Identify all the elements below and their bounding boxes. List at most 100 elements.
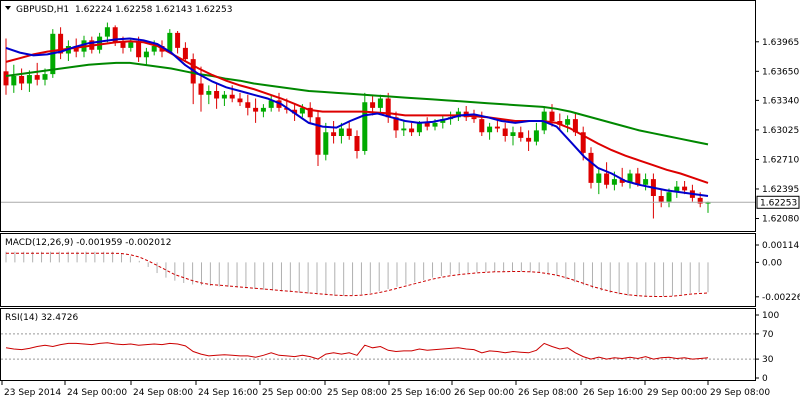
candle-body	[619, 179, 625, 183]
candle-body	[229, 94, 235, 99]
time-tick-label: 26 Sep 00:00	[454, 388, 514, 398]
rsi-tick-label: 30	[762, 355, 774, 365]
candle-body	[354, 136, 360, 151]
candle-body	[611, 179, 617, 185]
candle-body	[206, 91, 212, 95]
candle-body	[73, 46, 79, 52]
price-tick-label: 1.62080	[762, 215, 799, 225]
candle-body	[260, 107, 266, 112]
macd-label: MACD(12,26,9) -0.001959 -0.002012	[5, 238, 171, 248]
time-tick-label: 24 Sep 00:00	[67, 388, 127, 398]
rsi-panel	[1, 333, 755, 360]
time-tick-label: 29 Sep 00:00	[647, 388, 707, 398]
candle-body	[253, 107, 259, 112]
candle-body	[167, 32, 173, 52]
ohlc-label: 1.62224 1.62258 1.62143 1.62253	[75, 5, 232, 15]
time-tick-label: 26 Sep 16:00	[583, 388, 643, 398]
candle-body	[214, 91, 220, 99]
candle-body	[346, 128, 352, 136]
macd-tick-label: -0.00226	[762, 293, 800, 303]
candle-body	[604, 173, 610, 185]
candle-body	[19, 76, 25, 84]
rsi-panel-frame	[0, 308, 756, 381]
price-tick-label: 1.62395	[762, 185, 799, 195]
candle-body	[674, 186, 680, 193]
axes: 1.63965 1.63650 1.63340 1.63025 1.62710 1.623…	[1, 38, 800, 398]
ema-slow-line	[5, 61, 709, 146]
candle-body	[182, 47, 188, 60]
price-tick-label: 1.63965	[762, 38, 799, 48]
candle-body	[494, 126, 500, 129]
candle-body	[596, 173, 602, 183]
candle-body	[34, 75, 40, 80]
candle-body	[377, 98, 383, 108]
candle-body	[151, 46, 157, 52]
candle-body	[42, 74, 48, 80]
candle-body	[370, 102, 376, 108]
candle-body	[627, 173, 633, 183]
candle-body	[697, 197, 703, 204]
candle-body	[565, 119, 571, 125]
candle-body	[393, 117, 399, 131]
ema-mid-line	[5, 40, 709, 184]
candle-body	[268, 100, 274, 108]
candle-body	[11, 76, 17, 86]
rsi-tick-label: 100	[762, 311, 779, 321]
time-tick-label: 25 Sep 16:00	[391, 388, 451, 398]
collapse-arrow-icon[interactable]	[5, 6, 11, 10]
candle-body	[3, 71, 9, 86]
candle-body	[97, 36, 103, 50]
candle-body	[682, 186, 688, 191]
candle-body	[401, 128, 407, 131]
price-tick-label: 1.63025	[762, 126, 799, 136]
candle-body	[510, 132, 516, 136]
candle-body	[315, 117, 321, 155]
current-price-badge	[756, 195, 800, 209]
candle-body	[307, 107, 313, 118]
candle-body	[557, 121, 563, 125]
price-tick-label: 1.62710	[762, 155, 799, 165]
candle-body	[362, 102, 368, 151]
candle-body	[245, 102, 251, 108]
candle-body	[440, 119, 446, 123]
rsi-label: RSI(14) 32.4726	[5, 313, 78, 323]
candle-body	[104, 27, 110, 37]
candle-body	[471, 117, 477, 120]
macd-tick-label: 0.00	[762, 258, 782, 268]
candle-body	[136, 42, 142, 58]
candle-body	[479, 119, 485, 133]
candle-body	[338, 128, 344, 136]
rsi-tick-label: 0	[762, 374, 768, 384]
candle-body	[198, 83, 204, 95]
candle-body	[331, 132, 337, 136]
candle-body	[635, 173, 641, 185]
time-tick-label: 25 Sep 00:00	[262, 388, 322, 398]
candle-body	[26, 75, 32, 84]
candle-body	[128, 42, 134, 48]
candle-body	[299, 107, 305, 114]
candle-body	[143, 51, 149, 58]
rsi-tick-label: 70	[762, 330, 774, 340]
candle-body	[487, 126, 493, 133]
time-tick-label: 23 Sep 2014	[4, 388, 61, 398]
price-tick-label: 1.63650	[762, 67, 799, 77]
candle-body	[58, 33, 64, 54]
time-tick-label: 26 Sep 08:00	[518, 388, 578, 398]
candle-body	[705, 202, 711, 204]
time-tick-label: 24 Sep 16:00	[198, 388, 258, 398]
candle-body	[580, 132, 586, 153]
candle-body	[549, 111, 555, 121]
candle-body	[666, 192, 672, 202]
time-tick-label: 25 Sep 08:00	[327, 388, 387, 398]
candle-body	[112, 27, 118, 43]
candle-body	[120, 42, 126, 48]
macd-panel	[5, 251, 709, 297]
candle-body	[533, 130, 539, 142]
candle-body	[416, 122, 422, 133]
rsi-line	[5, 342, 709, 360]
current-price-label: 1.62253	[760, 198, 797, 208]
ema-fast-line	[5, 37, 709, 197]
candle-body	[323, 132, 329, 155]
candle-body	[643, 179, 649, 185]
